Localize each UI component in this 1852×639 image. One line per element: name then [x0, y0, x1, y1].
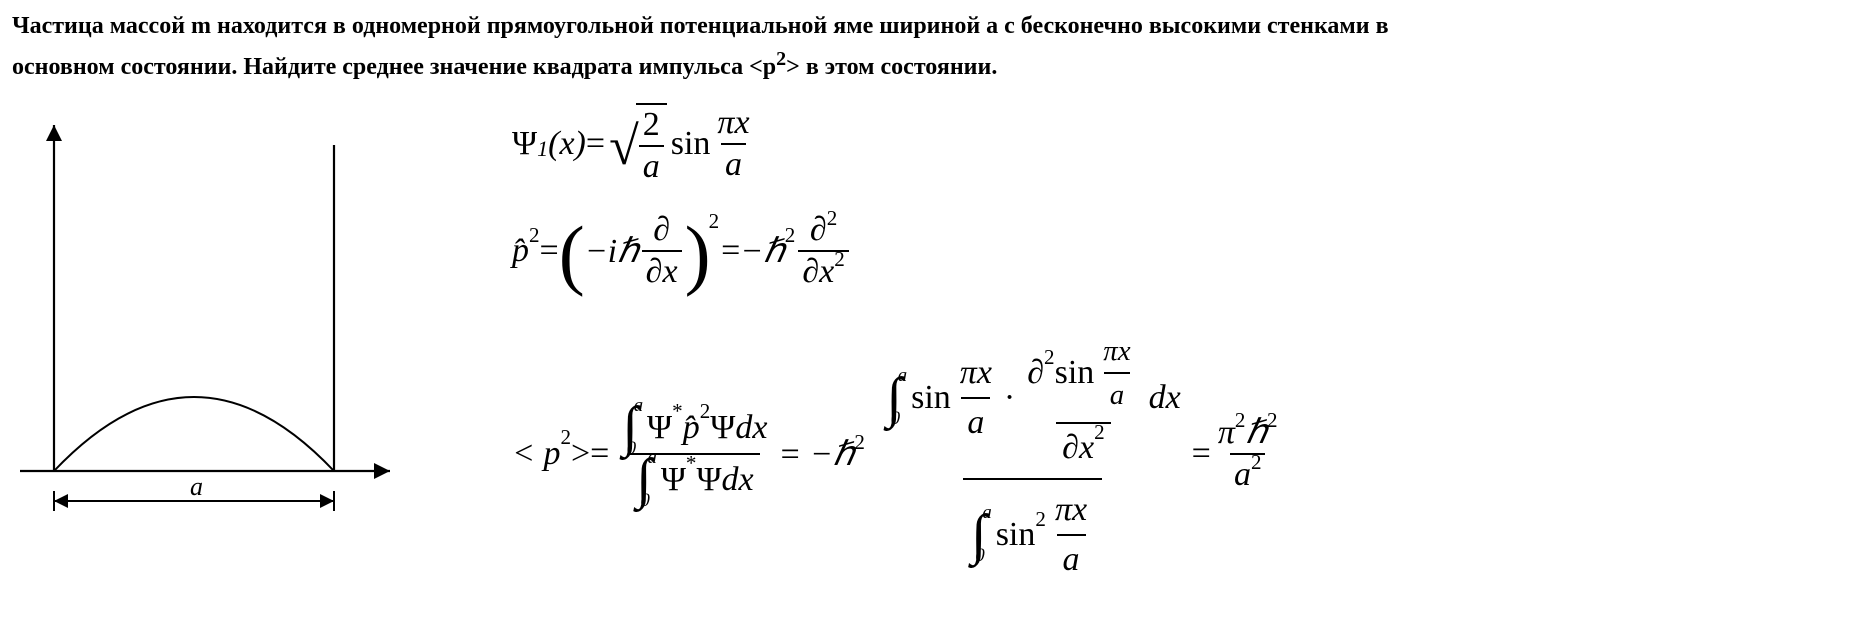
- expectation-frac: ∫ a 0 Ψ*p̂2Ψdx ∫ a 0: [614, 403, 773, 505]
- int-1: ∫ a 0: [622, 409, 645, 446]
- potential-well-diagram: a: [12, 103, 402, 543]
- sqrt-symbol: √: [609, 130, 639, 162]
- psi-2: Ψ: [696, 461, 721, 499]
- sqrt-wrap: √ 2 a: [609, 103, 667, 184]
- equation-3: < p2 >= ∫ a 0 Ψ*p̂2Ψdx ∫: [512, 318, 1285, 590]
- op-den: ∂x2: [1056, 422, 1110, 472]
- phat-exp: p̂: [683, 409, 700, 447]
- sin-1: sin: [671, 125, 711, 163]
- problem-line-2b: > в этом состоянии.: [786, 54, 997, 80]
- problem-line-1: Частица массой m находится в одномерной …: [12, 13, 1389, 39]
- sqrt-num: 2: [639, 107, 664, 145]
- x-arrowhead: [374, 463, 390, 479]
- sin-sq: 2: [1035, 507, 1046, 532]
- psi-star-2: Ψ: [661, 461, 686, 499]
- expect-num: ∫ a 0 Ψ*p̂2Ψdx: [614, 403, 773, 453]
- psi-star-1: Ψ: [647, 409, 672, 447]
- paren-sq: 2: [709, 209, 720, 234]
- partial2-num: ∂2: [806, 212, 841, 250]
- explicit-frac: ∫ a 0 sin πx a · ∂2 sin: [878, 318, 1186, 590]
- sin-2: sin: [911, 379, 951, 417]
- sin2: sin: [996, 516, 1036, 554]
- paren-right: ): [685, 234, 711, 273]
- paren-left: (: [559, 234, 585, 273]
- op-num: ∂2 sin πx a: [1021, 324, 1145, 423]
- bracket-sup: 2: [560, 425, 571, 450]
- explicit-den: ∫ a 0 sin2 πx a: [963, 478, 1102, 589]
- int-2: ∫ a 0: [636, 461, 659, 498]
- int-4: ∫ a 0: [971, 516, 994, 553]
- psi-1: Ψ: [710, 409, 735, 447]
- hbar-sq: 2: [785, 223, 796, 248]
- p-sq-1: 2: [529, 223, 540, 248]
- partial-frac-1: ∂ ∂x: [642, 212, 682, 289]
- operator-frac: ∂2 sin πx a ∂x2: [1021, 324, 1145, 472]
- eq-final: =: [1192, 435, 1211, 473]
- partial2-frac: ∂2 ∂x2: [798, 212, 848, 289]
- equation-1: Ψ1(x) = √ 2 a sin πx a: [512, 103, 1285, 184]
- star-2: *: [686, 451, 697, 476]
- dim-arrow-right: [320, 494, 334, 508]
- inner-pix: πx a: [1097, 330, 1136, 417]
- equation-2: p̂2 = ( −iℏ ∂ ∂x )2 = −ℏ2 ∂2 ∂x2: [512, 212, 1285, 289]
- eq-sign-2b: =: [721, 232, 740, 270]
- result-frac: π2ℏ2 a2: [1214, 415, 1282, 492]
- frac-num-1: πx: [713, 105, 753, 143]
- frac-pix-a-1: πx a: [713, 105, 753, 182]
- phat-sq-exp: 2: [700, 399, 711, 424]
- partial2-den: ∂x2: [798, 250, 848, 290]
- int-sym-4: ∫: [971, 524, 986, 546]
- bracket-lhs: < p: [512, 435, 560, 473]
- int-sym-1: ∫: [622, 416, 637, 438]
- sqrt-body: 2 a: [636, 103, 667, 184]
- pix-a-3: πx a: [1049, 486, 1093, 583]
- dx-1: dx: [735, 409, 767, 447]
- frac-den-1: a: [721, 143, 746, 183]
- content-row: a Ψ1(x) = √ 2 a sin πx a: [12, 103, 1840, 590]
- equations-block: Ψ1(x) = √ 2 a sin πx a p̂2 = (: [512, 103, 1285, 590]
- int-sym-2: ∫: [636, 468, 651, 490]
- result-num: π2ℏ2: [1214, 415, 1282, 453]
- star-1: *: [672, 399, 683, 424]
- expect-den: ∫ a 0 Ψ*Ψdx: [628, 453, 760, 505]
- result-den: a2: [1230, 453, 1266, 493]
- eq-sign-1: =: [586, 125, 605, 163]
- dim-arrow-left: [54, 494, 68, 508]
- wavefunction-curve: [54, 397, 334, 471]
- neg-ihbar: −iℏ: [585, 231, 639, 271]
- explicit-num: ∫ a 0 sin πx a · ∂2 sin: [878, 318, 1186, 478]
- neg-hbar2-exp: = −ℏ2: [778, 434, 873, 474]
- neg-hbar: −ℏ: [740, 231, 785, 271]
- p-hat-1: p̂: [512, 232, 529, 270]
- psi-arg: (x): [548, 125, 586, 163]
- dot: ·: [1004, 379, 1015, 417]
- problem-statement: Частица массой m находится в одномерной …: [12, 8, 1840, 85]
- dx-2: dx: [722, 461, 754, 499]
- dx-3: dx: [1149, 379, 1181, 417]
- problem-sup: 2: [776, 48, 786, 70]
- int-3: ∫ a 0: [886, 379, 909, 416]
- int-sym-3: ∫: [886, 387, 901, 409]
- width-label: a: [190, 472, 203, 501]
- bracket-rhs: >=: [571, 435, 609, 473]
- sqrt-frac: 2 a: [639, 107, 664, 184]
- psi-sub: 1: [537, 136, 548, 162]
- partial-den-1: ∂x: [642, 250, 682, 290]
- sqrt-den: a: [639, 145, 664, 185]
- y-arrowhead: [46, 125, 62, 141]
- psi-symbol: Ψ: [512, 125, 537, 163]
- partial-num-1: ∂: [649, 212, 674, 250]
- eq-sign-2a: =: [540, 232, 559, 270]
- pix-a-2: πx a: [954, 349, 998, 446]
- problem-line-2a: основном состоянии. Найдите среднее знач…: [12, 54, 776, 80]
